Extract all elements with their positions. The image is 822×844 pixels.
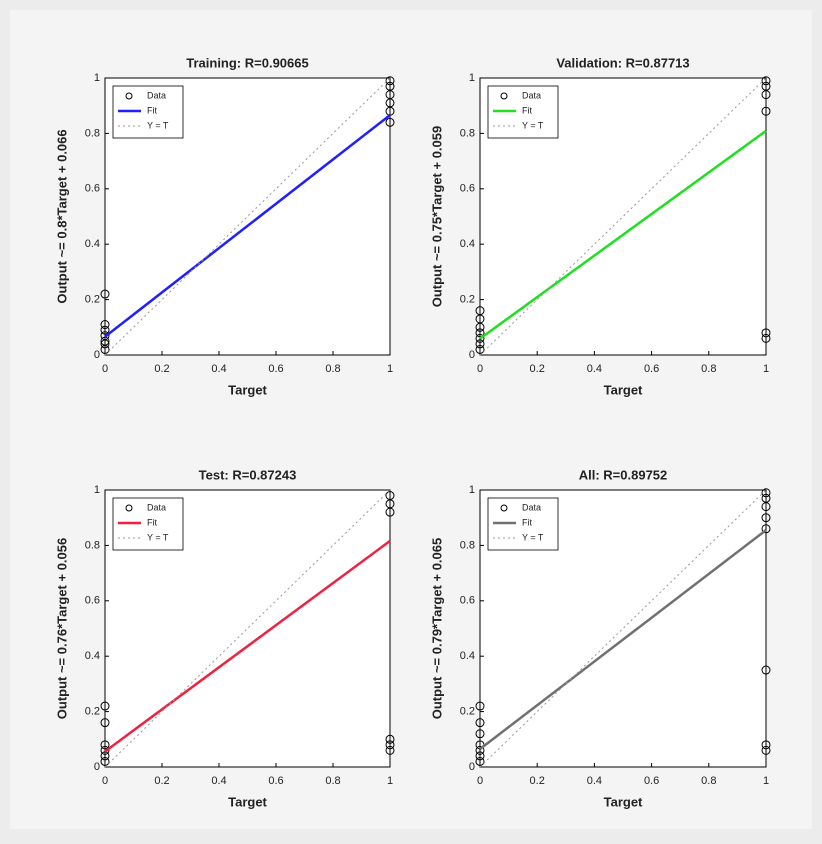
x-axis-label: Target <box>228 794 267 809</box>
x-tick-label: 0.6 <box>644 775 659 787</box>
y-axis-label: Output ~= 0.79*Target + 0.065 <box>429 538 444 719</box>
y-tick-label: 0 <box>469 349 475 361</box>
legend-label: Fit <box>522 105 532 115</box>
y-axis-label: Output ~= 0.75*Target + 0.059 <box>429 126 444 307</box>
y-tick-label: 0.6 <box>460 183 475 195</box>
x-tick-label: 0.2 <box>530 363 545 375</box>
x-tick-label: 0.4 <box>587 363 602 375</box>
legend-label: Y = T <box>147 532 169 542</box>
y-tick-label: 0.6 <box>460 595 475 607</box>
legend-label: Y = T <box>522 120 544 130</box>
y-tick-label: 1 <box>469 484 475 496</box>
x-tick-label: 0.8 <box>325 363 340 375</box>
y-tick-label: 0 <box>469 761 475 773</box>
x-tick-label: 1 <box>387 363 393 375</box>
y-tick-label: 0.6 <box>85 183 100 195</box>
x-tick-label: 0.2 <box>530 775 545 787</box>
x-tick-label: 0 <box>102 363 108 375</box>
legend-label: Data <box>147 502 166 512</box>
legend-label: Y = T <box>522 532 544 542</box>
x-tick-label: 0.4 <box>211 363 226 375</box>
chart-title: Validation: R=0.87713 <box>556 55 689 70</box>
y-tick-label: 0.8 <box>460 539 475 551</box>
y-tick-label: 0.4 <box>85 238 100 250</box>
y-axis-label: Output ~= 0.76*Target + 0.056 <box>54 538 69 719</box>
x-tick-label: 1 <box>387 775 393 787</box>
figure: Training: R=0.90665 Target Output ~= 0.8*T… <box>0 0 822 839</box>
y-tick-label: 0.4 <box>85 650 100 662</box>
x-axis-label: Target <box>228 382 267 397</box>
y-tick-label: 0.2 <box>460 294 475 306</box>
x-tick-label: 0.6 <box>268 775 283 787</box>
legend-label: Data <box>522 90 541 100</box>
x-tick-label: 0.8 <box>701 363 716 375</box>
x-tick-label: 0 <box>477 363 483 375</box>
y-tick-label: 1 <box>469 72 475 84</box>
x-tick-label: 0.4 <box>211 775 226 787</box>
y-tick-label: 0.6 <box>85 595 100 607</box>
y-tick-label: 0.4 <box>460 238 475 250</box>
legend-label: Fit <box>147 105 157 115</box>
legend-label: Y = T <box>147 120 169 130</box>
chart-title: Training: R=0.90665 <box>186 55 308 70</box>
y-tick-label: 0.8 <box>460 127 475 139</box>
y-tick-label: 1 <box>94 72 100 84</box>
legend-label: Fit <box>147 517 157 527</box>
legend-label: Data <box>522 502 541 512</box>
y-tick-label: 0.4 <box>460 650 475 662</box>
y-tick-label: 0.2 <box>460 706 475 718</box>
x-tick-label: 0.2 <box>154 363 169 375</box>
y-axis-label: Output ~= 0.8*Target + 0.066 <box>54 129 69 303</box>
x-tick-label: 0.6 <box>644 363 659 375</box>
y-tick-label: 0 <box>94 761 100 773</box>
x-tick-label: 0.8 <box>701 775 716 787</box>
x-axis-label: Target <box>604 794 643 809</box>
y-tick-label: 0 <box>94 349 100 361</box>
x-tick-label: 0 <box>102 775 108 787</box>
x-tick-label: 0 <box>477 775 483 787</box>
legend-label: Fit <box>522 517 532 527</box>
x-tick-label: 0.6 <box>268 363 283 375</box>
y-tick-label: 0.8 <box>85 539 100 551</box>
x-tick-label: 0.8 <box>325 775 340 787</box>
chart-title: All: R=0.89752 <box>579 467 668 482</box>
legend-label: Data <box>147 90 166 100</box>
x-axis-label: Target <box>604 382 643 397</box>
x-tick-label: 1 <box>763 775 769 787</box>
x-tick-label: 1 <box>763 363 769 375</box>
y-tick-label: 0.2 <box>85 706 100 718</box>
y-tick-label: 1 <box>94 484 100 496</box>
x-tick-label: 0.2 <box>154 775 169 787</box>
chart-title: Test: R=0.87243 <box>199 467 297 482</box>
y-tick-label: 0.2 <box>85 294 100 306</box>
x-tick-label: 0.4 <box>587 775 602 787</box>
y-tick-label: 0.8 <box>85 127 100 139</box>
